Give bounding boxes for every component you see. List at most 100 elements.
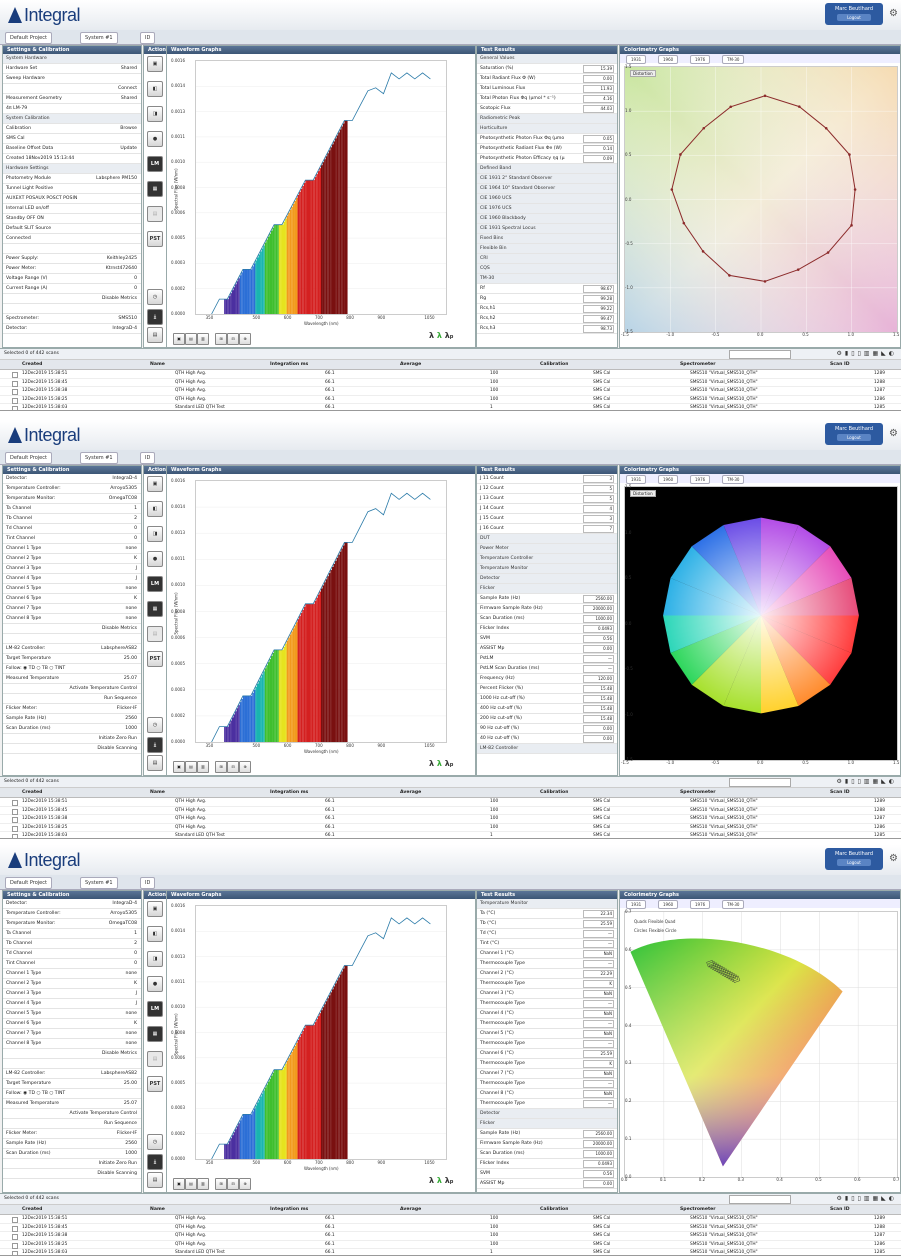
tab-1[interactable]: System #1: [80, 452, 118, 464]
col-header[interactable]: Created: [22, 790, 43, 795]
timer-icon[interactable]: ◷: [147, 1134, 163, 1150]
bin-legend[interactable]: Quads Flexible Quad Circles Flexible Circ…: [634, 917, 677, 935]
table-row[interactable]: 12Dec2019 15:38:51 QTH High Avg. 66.1 100 SM…: [0, 1215, 901, 1224]
color-tab-1[interactable]: 1960: [658, 55, 679, 64]
lamp-icon[interactable]: ●: [147, 976, 163, 992]
result-row[interactable]: Defined Band: [477, 164, 617, 174]
lm79-icon[interactable]: LM: [147, 1001, 163, 1017]
col-header[interactable]: Created: [22, 1207, 43, 1212]
gear-icon[interactable]: ⚙: [889, 8, 898, 19]
report-icon[interactable]: ▦: [147, 181, 163, 197]
settings-value[interactable]: Arroyo5305: [110, 911, 137, 916]
settings-value[interactable]: none: [125, 1031, 137, 1036]
result-row[interactable]: CIE 1976 UCS: [477, 204, 617, 214]
gear-icon[interactable]: ⚙: [889, 428, 898, 439]
settings-value[interactable]: Activate Temperature Control: [69, 686, 137, 691]
settings-value[interactable]: 1000: [125, 726, 137, 731]
disabled-icon[interactable]: ▤: [147, 1051, 163, 1067]
lambda-icons[interactable]: λ λ λp: [429, 331, 454, 340]
settings-value[interactable]: Run Sequence: [104, 696, 137, 701]
col-header[interactable]: Integration ms: [270, 790, 309, 795]
settings-value[interactable]: 25.07: [123, 676, 137, 681]
pst-icon[interactable]: PST: [147, 231, 163, 247]
row-checkbox[interactable]: [12, 380, 18, 387]
settings-value[interactable]: Update: [120, 146, 137, 151]
settings-value[interactable]: J: [135, 1001, 137, 1006]
export-icon[interactable]: ⤓: [147, 737, 163, 753]
settings-value[interactable]: 0: [134, 951, 137, 956]
tab-2[interactable]: ID: [140, 877, 156, 889]
color-tab-0[interactable]: 1931: [626, 55, 647, 64]
settings-value[interactable]: 2: [134, 516, 137, 521]
distortion-check[interactable]: Distortion: [630, 490, 656, 497]
table-tools[interactable]: ⚙▮▯▯▥▦◣◐: [836, 778, 897, 785]
settings-value[interactable]: Initiate Zero Run: [98, 736, 137, 741]
zoom-x-icon[interactable]: ▤: [185, 761, 197, 773]
color-tab-0[interactable]: 1931: [626, 475, 647, 484]
table-row[interactable]: 12Dec2019 15:38:51 QTH High Avg. 66.1 100 SM…: [0, 798, 901, 807]
row-checkbox[interactable]: [12, 372, 18, 378]
col-header[interactable]: Scan ID: [830, 790, 850, 795]
result-row[interactable]: CRI: [477, 254, 617, 264]
table-tools[interactable]: ⚙▮▯▯▥▦◣◐: [836, 350, 897, 357]
col-header[interactable]: Name: [150, 362, 165, 367]
continuous-scan-icon[interactable]: ◨: [147, 526, 163, 542]
table-row[interactable]: 12Dec2019 15:38:51 QTH High Avg. 66.1 100 SM…: [0, 370, 901, 379]
log-icon[interactable]: ⊞: [215, 333, 227, 345]
settings-value[interactable]: 0: [134, 276, 137, 281]
lamp-icon[interactable]: ●: [147, 551, 163, 567]
settings-value[interactable]: 0: [134, 536, 137, 541]
result-row[interactable]: Horticulture: [477, 124, 617, 134]
settings-value[interactable]: IntegraD-4: [112, 901, 137, 906]
single-scan-icon[interactable]: ◧: [147, 501, 163, 517]
tab-0[interactable]: Default Project: [5, 452, 52, 464]
row-checkbox[interactable]: [12, 1225, 18, 1232]
row-checkbox[interactable]: [12, 1234, 18, 1240]
zoom-x-icon[interactable]: ▤: [185, 333, 197, 345]
settings-value[interactable]: K: [133, 981, 137, 986]
color-plot[interactable]: [624, 911, 898, 1178]
table-row[interactable]: 12Dec2019 15:38:25 QTH High Avg. 66.1 100 SM…: [0, 824, 901, 832]
settings-value[interactable]: 25.00: [123, 656, 137, 661]
table-row[interactable]: 12Dec2019 15:38:03 Standard LED QTH Test 6…: [0, 832, 901, 838]
logout-button[interactable]: Logout: [837, 859, 871, 866]
settings-value[interactable]: Browse: [120, 126, 137, 131]
export-icon[interactable]: ⤓: [147, 309, 163, 325]
settings-value[interactable]: Disable Metrics: [101, 296, 137, 301]
color-plot[interactable]: [624, 66, 898, 333]
report-icon[interactable]: ▦: [147, 1026, 163, 1042]
tab-1[interactable]: System #1: [80, 877, 118, 889]
linear-icon[interactable]: ⊟: [227, 1178, 239, 1190]
col-header[interactable]: Calibration: [540, 1207, 569, 1212]
row-checkbox[interactable]: [12, 817, 18, 823]
continuous-scan-icon[interactable]: ◨: [147, 951, 163, 967]
result-row[interactable]: CIE 1931 Spectral Locus: [477, 224, 617, 234]
result-row[interactable]: Radiometric Peak: [477, 114, 617, 124]
table-search-input[interactable]: [729, 1195, 791, 1204]
result-row[interactable]: DUT: [477, 534, 617, 544]
col-header[interactable]: Created: [22, 362, 43, 367]
settings-value[interactable]: Disable Scanning: [97, 1171, 137, 1176]
settings-value[interactable]: Ktrnst472640: [105, 266, 137, 271]
timer-icon[interactable]: ◷: [147, 717, 163, 733]
zoom-fit-icon[interactable]: ▣: [173, 761, 185, 773]
measure-icon[interactable]: ▣: [147, 476, 163, 492]
color-tab-3[interactable]: TM-30: [722, 900, 745, 909]
col-header[interactable]: Calibration: [540, 790, 569, 795]
row-checkbox[interactable]: [12, 800, 18, 806]
result-row[interactable]: CIE 1960 UCS: [477, 194, 617, 204]
result-row[interactable]: General Values: [477, 54, 617, 64]
settings-value[interactable]: Flicker-IF: [116, 1131, 137, 1136]
settings-value[interactable]: IntegraD-4: [112, 326, 137, 331]
settings-value[interactable]: Initiate Zero Run: [98, 1161, 137, 1166]
result-row[interactable]: Detector: [477, 574, 617, 584]
col-header[interactable]: Average: [400, 362, 422, 367]
color-plot[interactable]: [624, 486, 898, 761]
lambda-icons[interactable]: λ λ λp: [429, 1176, 454, 1185]
result-row[interactable]: Temperature Monitor: [477, 564, 617, 574]
settings-value[interactable]: Shared: [120, 96, 137, 101]
logout-button[interactable]: Logout: [837, 14, 871, 21]
disabled-icon[interactable]: ▤: [147, 626, 163, 642]
table-tools[interactable]: ⚙▮▯▯▥▦◣◐: [836, 1195, 897, 1202]
color-tab-1[interactable]: 1960: [658, 475, 679, 484]
